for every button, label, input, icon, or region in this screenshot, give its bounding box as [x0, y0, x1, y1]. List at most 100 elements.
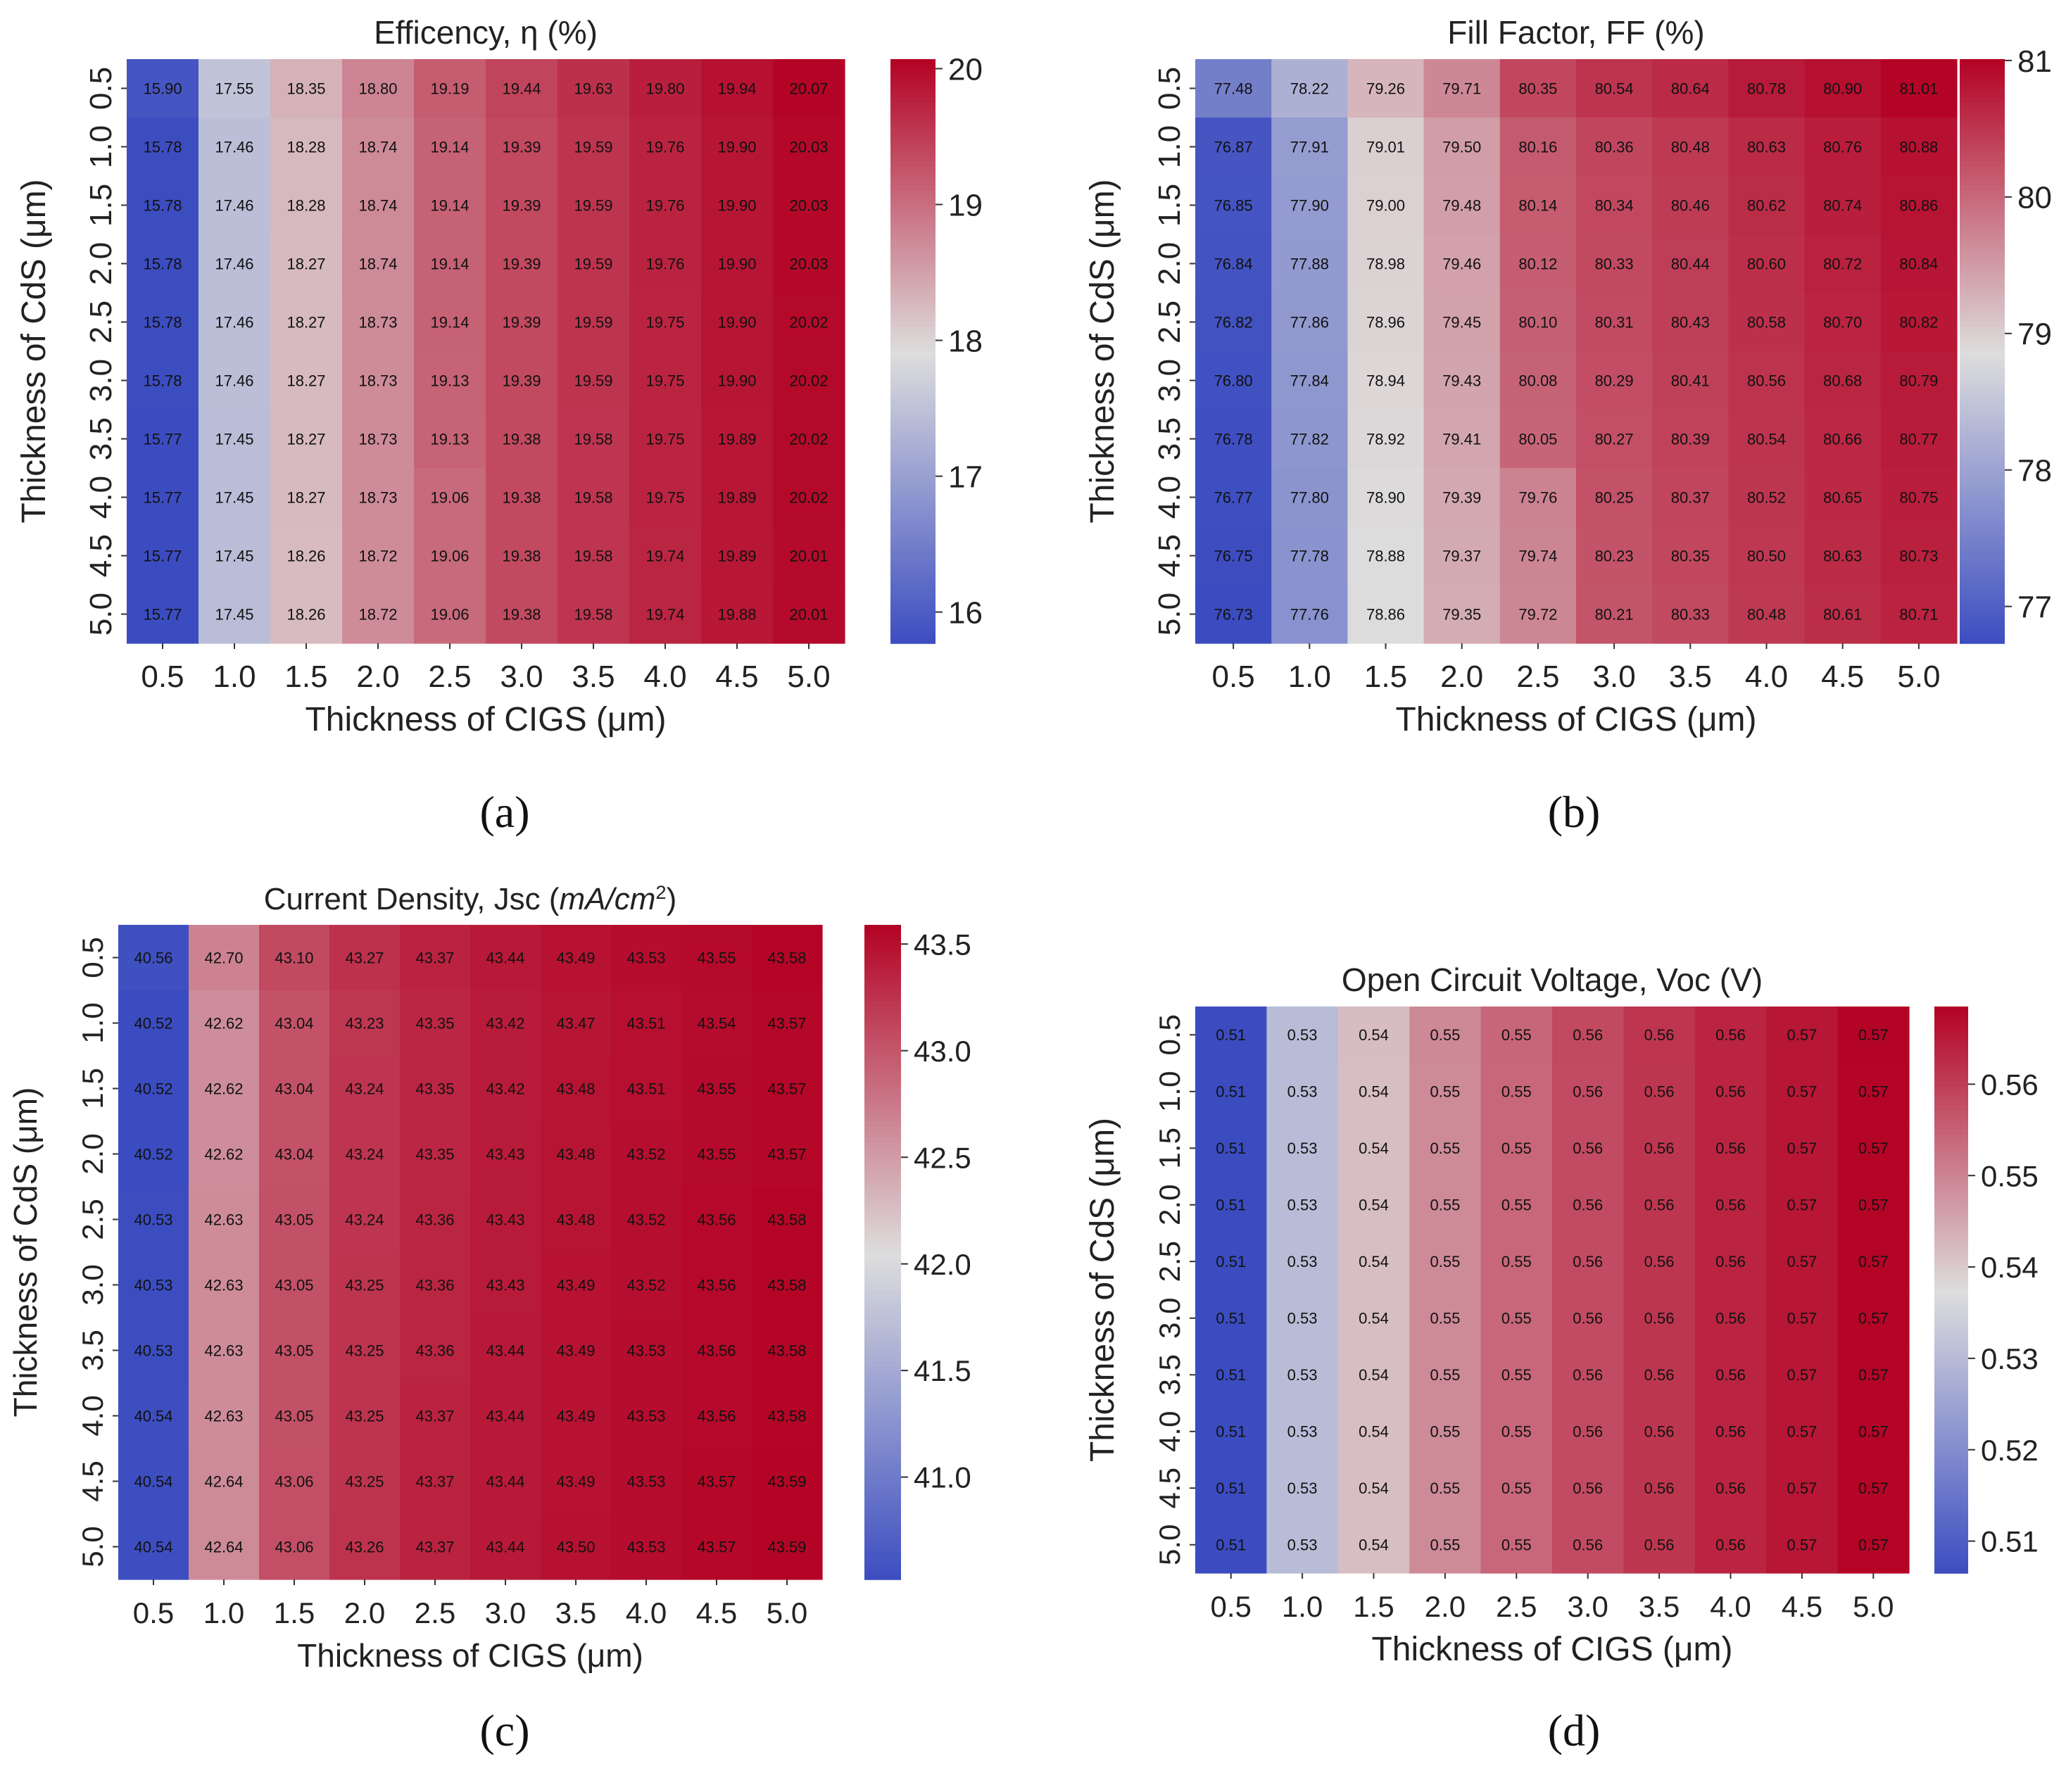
colorbar-band [1934, 1549, 1968, 1555]
heatmap-cell [270, 468, 343, 527]
colorbar-band [890, 565, 936, 572]
heatmap-cell [1266, 1063, 1339, 1121]
colorbar-band [1934, 1044, 1968, 1050]
colorbar-band [1934, 1436, 1968, 1441]
colorbar-band [890, 604, 936, 610]
heatmap-cell [118, 925, 189, 991]
cell-value-label: 15.78 [143, 196, 182, 214]
colorbar-band [890, 268, 936, 275]
cell-value-label: 17.45 [215, 605, 253, 623]
heatmap-cell [1880, 59, 1958, 118]
colorbar-band [890, 210, 936, 216]
heatmap-cell [1195, 1403, 1267, 1460]
cell-value-label: 0.55 [1430, 1197, 1460, 1214]
x-tick-label: 4.0 [643, 660, 686, 694]
heatmap-cell [342, 293, 415, 352]
colorbar-band [890, 127, 936, 133]
heatmap-cell [1195, 1233, 1267, 1291]
colorbar-band [890, 453, 936, 459]
heatmap-cell [1409, 1063, 1482, 1121]
cell-value-label: 17.45 [215, 430, 253, 448]
cell-value-label: 0.57 [1858, 1140, 1889, 1157]
heatmap-cell [629, 293, 702, 352]
x-tick-label: 5.0 [787, 660, 830, 694]
cell-value-label: 43.43 [486, 1211, 524, 1228]
colorbar-band [864, 1437, 901, 1444]
colorbar-band [890, 477, 936, 484]
heatmap-cell [611, 1056, 682, 1122]
heatmap-cell [1266, 1007, 1339, 1064]
heatmap-cell [1652, 59, 1729, 118]
cell-value-label: 42.63 [204, 1407, 243, 1425]
colorbar-band [1934, 1148, 1968, 1154]
cell-value-label: 43.58 [767, 1276, 806, 1294]
colorbar-band [890, 351, 936, 357]
cell-value-label: 43.35 [415, 1080, 454, 1097]
colorbar-band [864, 1213, 901, 1220]
colorbar-band [864, 1323, 901, 1330]
y-tick-label: 2.5 [84, 301, 118, 343]
cell-value-label: 17.55 [215, 80, 253, 97]
colorbar-band [1934, 1356, 1968, 1361]
cell-value-label: 15.77 [143, 488, 182, 506]
colorbar-band [890, 327, 936, 333]
colorbar-band [864, 1230, 901, 1237]
cell-value-label: 43.35 [415, 1014, 454, 1032]
cell-value-label: 0.53 [1287, 1140, 1318, 1157]
colorbar-band [1934, 1007, 1968, 1012]
colorbar-band [1934, 1190, 1968, 1197]
cell-value-label: 80.77 [1899, 430, 1938, 448]
heatmap-cell [681, 1187, 752, 1253]
cell-value-label: 43.25 [345, 1407, 384, 1425]
colorbar-band [1960, 141, 2005, 148]
colorbar-band [890, 512, 936, 517]
heatmap-cell [329, 990, 401, 1056]
cell-value-label: 19.39 [502, 372, 541, 389]
colorbar-band [890, 239, 936, 245]
cell-value-label: 43.49 [556, 949, 595, 966]
heatmap-cell [1337, 1403, 1410, 1460]
heatmap-cell [1766, 1403, 1839, 1460]
heatmap-cell [1347, 118, 1425, 177]
cell-value-label: 78.86 [1366, 605, 1405, 623]
cell-value-label: 43.44 [486, 1407, 524, 1425]
cell-value-label: 77.84 [1290, 372, 1329, 389]
cell-value-label: 80.14 [1518, 196, 1557, 214]
cell-value-label: 43.37 [415, 1407, 454, 1425]
heatmap-cell [1804, 234, 1882, 294]
chart-title-part: Open Circuit Voltage, Voc (V) [1342, 961, 1763, 998]
heatmap-panel-b: 77.48 78.22 79.26 79.71 80.35 80.54 80.64 80.78… [1084, 14, 2052, 837]
heatmap-cell [1480, 1346, 1553, 1404]
heatmap-cell [1880, 526, 1958, 586]
cell-value-label: 0.55 [1501, 1026, 1532, 1044]
cell-value-label: 43.47 [556, 1014, 595, 1032]
colorbar-band [890, 370, 936, 377]
colorbar-band [890, 137, 936, 143]
heatmap-cell [470, 990, 541, 1056]
colorbar-band [890, 589, 936, 595]
heatmap-cell [611, 1121, 682, 1187]
x-tick-label: 0.5 [1212, 660, 1255, 694]
heatmap-cell [1728, 526, 1806, 586]
heatmap-cell [752, 1514, 823, 1580]
cell-value-label: 43.26 [345, 1538, 384, 1556]
heatmap-cell [752, 1318, 823, 1384]
heatmap-cell [1552, 1176, 1624, 1234]
colorbar-band [1934, 1181, 1968, 1187]
heatmap-cell [629, 176, 702, 235]
heatmap-cell [486, 118, 558, 177]
cell-value-label: 76.87 [1214, 138, 1253, 156]
colorbar-band [1934, 1016, 1968, 1021]
heatmap-cell [1266, 1233, 1339, 1291]
cell-value-label: 0.53 [1287, 1479, 1318, 1497]
heatmap-cell [1195, 1120, 1267, 1178]
cell-value-label: 76.82 [1214, 313, 1253, 331]
x-tick-label: 3.5 [1669, 660, 1712, 694]
heatmap-cell [342, 468, 415, 527]
colorbar-band [890, 492, 936, 498]
cell-value-label: 15.78 [143, 255, 182, 272]
colorbar-band [1960, 536, 2005, 542]
heatmap-cell [611, 925, 682, 991]
heatmap-cell [1195, 526, 1272, 586]
colorbar-band [864, 1159, 901, 1166]
